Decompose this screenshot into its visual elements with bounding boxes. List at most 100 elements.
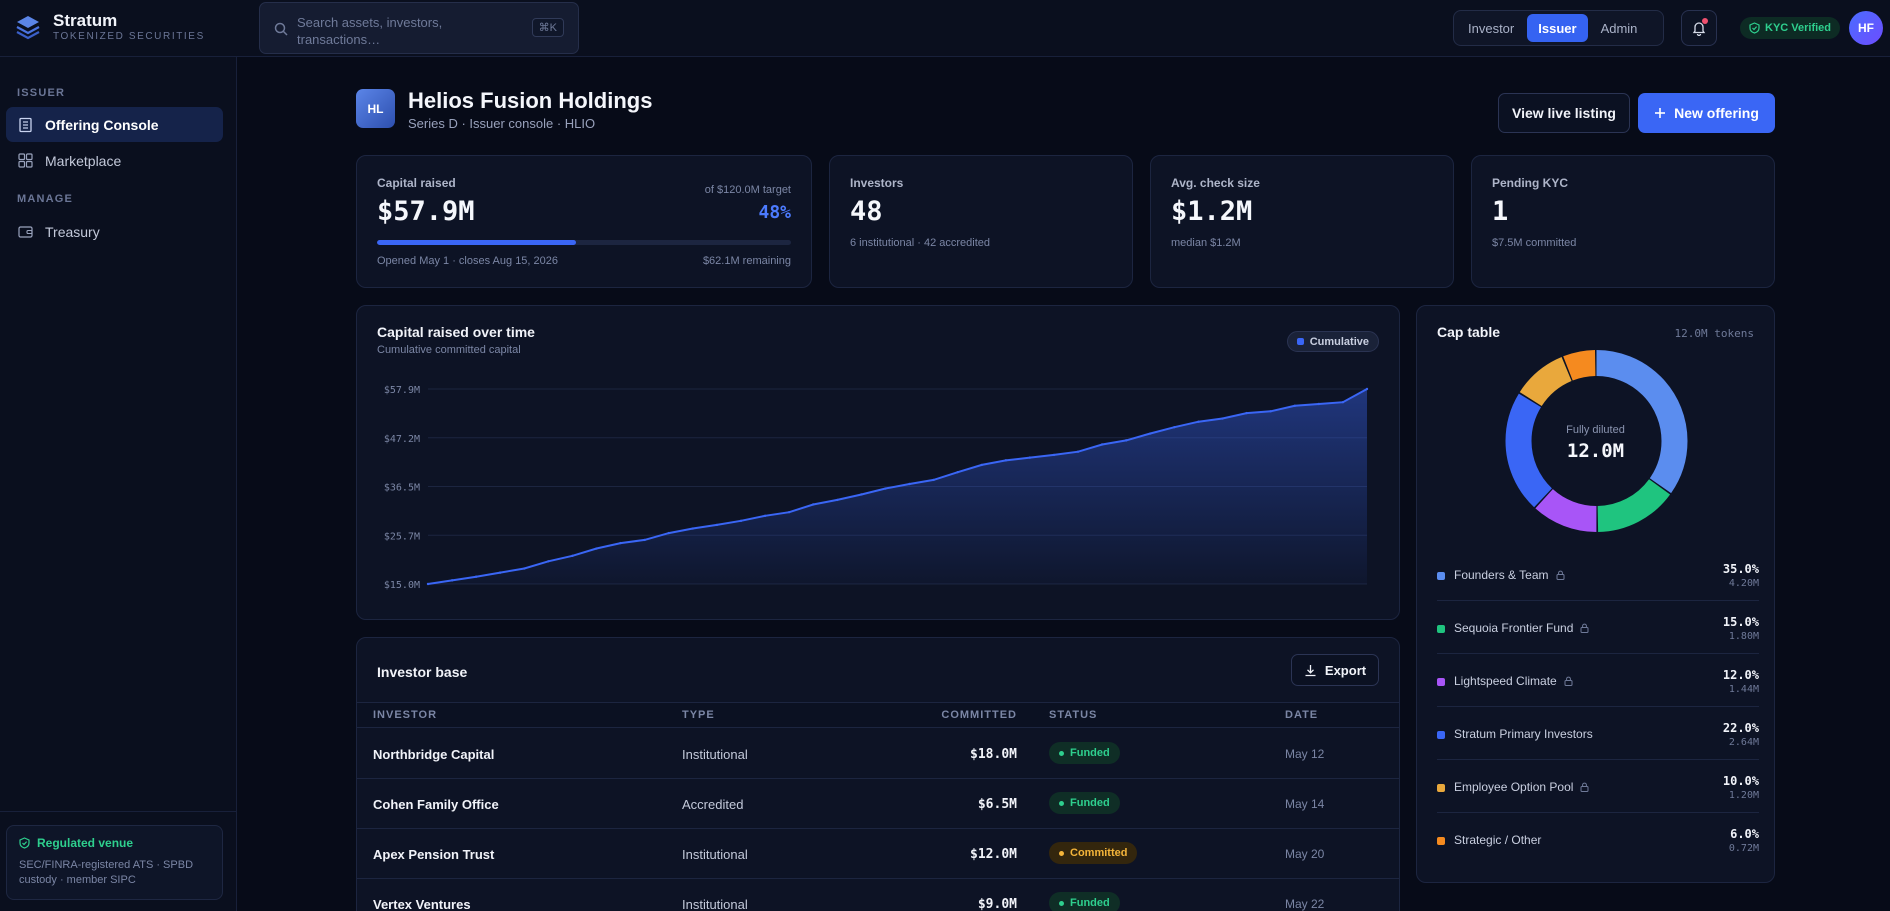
holder-name: Founders & Team	[1454, 568, 1549, 582]
role-issuer-button[interactable]: Issuer	[1527, 14, 1588, 42]
data-point[interactable]	[812, 503, 815, 506]
data-point[interactable]	[860, 493, 863, 496]
data-point[interactable]	[643, 538, 646, 542]
sidebar-item-marketplace[interactable]: Marketplace	[6, 143, 223, 178]
data-point[interactable]	[499, 571, 502, 574]
holder-color-swatch	[1437, 572, 1445, 580]
data-point[interactable]	[691, 527, 695, 530]
data-point[interactable]	[1221, 417, 1224, 420]
cap-table-row[interactable]: Sequoia Frontier Fund 15.0% 1.80M	[1437, 601, 1759, 654]
investor-type: Institutional	[682, 747, 748, 762]
data-point[interactable]	[1245, 411, 1248, 415]
table-row[interactable]: Vertex Ventures Institutional $9.0M Funded M…	[357, 879, 1399, 911]
data-point[interactable]	[932, 478, 935, 482]
data-point[interactable]	[1293, 404, 1296, 408]
data-point[interactable]	[1341, 400, 1345, 404]
brand[interactable]: Stratum TOKENIZED SECURITIES	[15, 11, 205, 44]
data-point[interactable]	[787, 510, 791, 514]
status-label: Funded	[1070, 747, 1110, 759]
status-dot	[1059, 850, 1064, 856]
data-point[interactable]	[1100, 443, 1104, 446]
search-input[interactable]: Search assets, investors, transactions…	[297, 15, 443, 47]
data-point[interactable]	[1052, 453, 1056, 457]
search-box[interactable]: Search assets, investors, transactions… …	[259, 2, 579, 54]
data-point[interactable]	[667, 531, 670, 535]
data-point[interactable]	[450, 579, 454, 582]
stat-value: $1.2M	[1171, 196, 1253, 227]
sidebar-item-treasury[interactable]: Treasury	[6, 214, 223, 249]
export-button[interactable]: Export	[1291, 654, 1379, 686]
stat-value: $57.9M	[377, 196, 475, 227]
cap-table-row[interactable]: Founders & Team 35.0% 4.20M	[1437, 548, 1759, 601]
holder-name-wrap: Strategic / Other	[1454, 833, 1541, 847]
sidebar-section-manage: MANAGE	[17, 193, 74, 205]
data-point[interactable]	[1004, 459, 1008, 462]
cap-table-panel: Cap table 12.0M tokens Fully diluted 12.…	[1416, 305, 1775, 883]
data-point[interactable]	[595, 547, 598, 550]
role-admin-button[interactable]: Admin	[1600, 20, 1638, 36]
avg-check-size-card: Avg. check size $1.2M median $1.2M	[1150, 155, 1454, 288]
data-point[interactable]	[523, 567, 526, 570]
notifications-button[interactable]	[1681, 10, 1717, 46]
view-live-listing-button[interactable]: View live listing	[1498, 93, 1630, 133]
investor-base-title: Investor base	[377, 664, 468, 680]
table-row[interactable]: Cohen Family Office Accredited $6.5M Funded…	[357, 779, 1399, 829]
sidebar-item-offering-console[interactable]: Offering Console	[6, 107, 223, 142]
chart-legend[interactable]: Cumulative	[1286, 331, 1379, 352]
y-tick-label: $36.5M	[384, 483, 420, 494]
table-row[interactable]: Apex Pension Trust Institutional $12.0M Com…	[357, 829, 1399, 879]
data-point[interactable]	[1173, 425, 1176, 429]
column-header[interactable]: DATE	[1285, 709, 1319, 721]
stat-label: Capital raised	[377, 176, 456, 190]
page-subtitle: Series D · Issuer console · HLIO	[408, 116, 596, 131]
holder-name: Lightspeed Climate	[1454, 674, 1557, 688]
investor-committed: $12.0M	[970, 847, 1017, 862]
data-point[interactable]	[980, 463, 983, 467]
data-point[interactable]	[547, 560, 550, 563]
holder-name-wrap: Sequoia Frontier Fund	[1454, 621, 1589, 635]
lock-icon	[1564, 676, 1573, 686]
data-point[interactable]	[571, 554, 574, 558]
data-point[interactable]	[1269, 410, 1272, 413]
data-point[interactable]	[1149, 432, 1152, 435]
data-point[interactable]	[619, 541, 622, 545]
table-row[interactable]: Northbridge Capital Institutional $18.0M Fu…	[357, 729, 1399, 779]
data-point[interactable]	[739, 519, 743, 523]
data-point[interactable]	[956, 470, 959, 474]
cap-table-row[interactable]: Stratum Primary Investors 22.0% 2.64M	[1437, 707, 1759, 760]
data-point[interactable]	[1197, 420, 1200, 423]
investor-type: Institutional	[682, 897, 748, 911]
role-investor-button[interactable]: Investor	[1468, 20, 1515, 36]
new-offering-button[interactable]: New offering	[1638, 93, 1775, 133]
notification-dot	[1702, 18, 1708, 24]
donut-slice[interactable]	[1505, 350, 1688, 532]
holder-percent: 22.0%	[1722, 721, 1759, 735]
role-switcher: Investor Issuer Admin	[1453, 10, 1664, 46]
data-point[interactable]	[1365, 387, 1369, 391]
data-point[interactable]	[1028, 456, 1032, 459]
holder-tokens: 0.72M	[1728, 843, 1759, 854]
column-header[interactable]: INVESTOR	[373, 709, 438, 721]
column-header[interactable]: STATUS	[1049, 709, 1098, 721]
data-point[interactable]	[426, 582, 430, 586]
cap-table-row[interactable]: Employee Option Pool 10.0% 1.20M	[1437, 760, 1759, 813]
column-header[interactable]: TYPE	[682, 709, 715, 721]
chart-title: Capital raised over time	[377, 324, 535, 340]
data-point[interactable]	[474, 575, 478, 578]
capital-progress-fill	[377, 240, 576, 245]
data-point[interactable]	[763, 514, 767, 518]
data-point[interactable]	[715, 523, 719, 527]
user-avatar[interactable]: HF	[1849, 11, 1883, 45]
data-point[interactable]	[1317, 402, 1321, 406]
data-point[interactable]	[884, 487, 887, 490]
cap-table-row[interactable]: Lightspeed Climate 12.0% 1.44M	[1437, 654, 1759, 707]
capital-chart-panel: Capital raised over time Cumulative comm…	[356, 305, 1400, 620]
data-point[interactable]	[1125, 439, 1128, 442]
data-point[interactable]	[1076, 450, 1080, 453]
data-point[interactable]	[836, 498, 839, 502]
cap-table-row[interactable]: Strategic / Other 6.0% 0.72M	[1437, 813, 1759, 866]
sidebar-item-label: Offering Console	[45, 116, 159, 133]
donut-slice[interactable]	[1505, 350, 1688, 532]
column-header[interactable]: COMMITTED	[941, 709, 1017, 721]
data-point[interactable]	[908, 482, 911, 486]
